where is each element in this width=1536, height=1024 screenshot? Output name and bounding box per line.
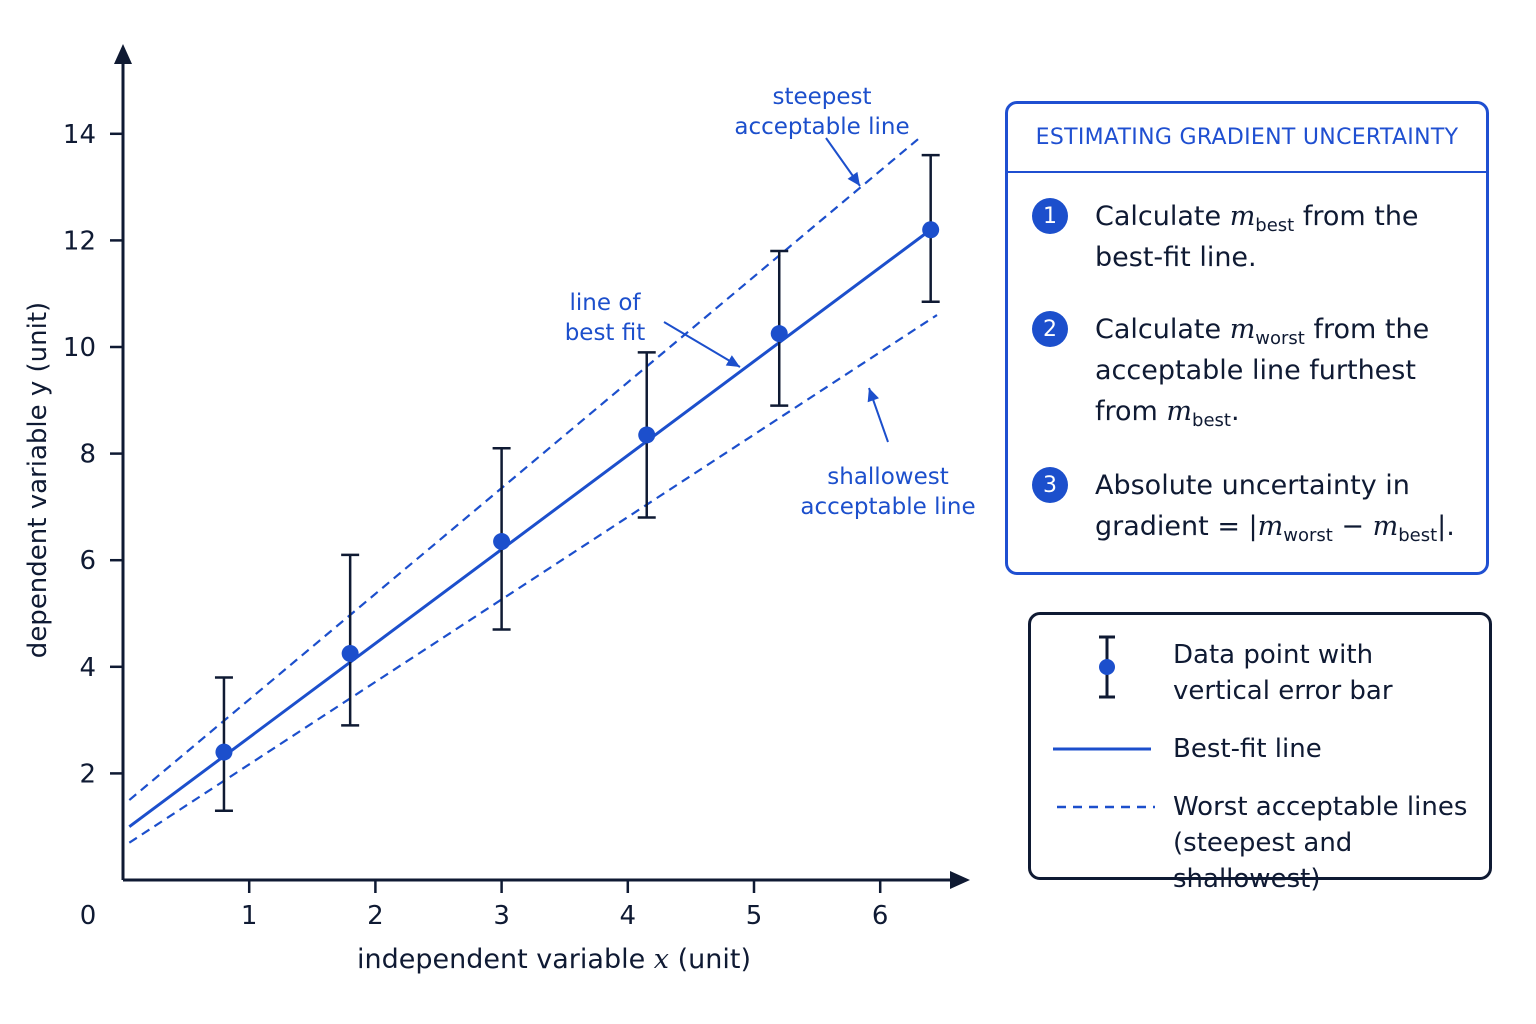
y-tick-label: 6 — [79, 546, 96, 576]
best-fit-line — [128, 228, 932, 828]
x-axis-title: independent variable x (unit) — [357, 944, 751, 975]
y-tick-label: 14 — [63, 120, 96, 150]
y-tick-label: 8 — [79, 440, 96, 470]
legend-item-datapoint: Data point with vertical error bar — [1173, 640, 1393, 706]
y-tick-label: 10 — [63, 333, 96, 363]
arrowhead-icon — [867, 388, 879, 403]
data-point — [922, 221, 940, 239]
arrowhead-icon — [725, 355, 740, 367]
step-1-text: Calculate mbest from the best-fit line. — [1095, 201, 1419, 273]
y-tick-label: 12 — [63, 226, 96, 256]
x-tick-label: 6 — [872, 901, 889, 931]
annotation-shallowest-label: shallowest — [827, 464, 948, 490]
step-2-text: Calculate mworst from the acceptable lin… — [1095, 314, 1430, 431]
x-tick-label: 2 — [367, 901, 384, 931]
x-tick-label: 1 — [241, 901, 258, 931]
annotation-best-label: line of — [570, 290, 642, 316]
data-point — [493, 533, 511, 551]
shallowest-line — [128, 314, 938, 844]
x-axis-arrow-icon — [950, 871, 970, 889]
legend: Data point with vertical error bar Best-f… — [1028, 612, 1492, 894]
annotation-best-arrow — [663, 321, 741, 368]
y-axis-title: dependent variable y (unit) — [23, 302, 53, 658]
y-tick-label: 2 — [79, 759, 96, 789]
step-2: 2 Calculate mworst from the acceptable l… — [1032, 309, 1466, 432]
annotation-steepest-label: acceptable line — [734, 114, 909, 140]
data-point — [770, 325, 788, 343]
x-tick-label: 5 — [746, 901, 763, 931]
annotation-steepest-label: steepest — [772, 84, 871, 110]
info-panel: ESTIMATING GRADIENT UNCERTAINTY 1 Calcul… — [1005, 101, 1489, 575]
origin-label: 0 — [80, 901, 97, 931]
step-3-number: 3 — [1032, 467, 1068, 503]
data-point — [215, 743, 233, 761]
step-3-text: Absolute uncertainty in gradient = |mwor… — [1095, 470, 1455, 546]
step-3: 3 Absolute uncertainty in gradient = |mw… — [1032, 465, 1466, 547]
legend-item-bestfit: Best-fit line — [1173, 734, 1322, 764]
legend-errorbar-icon — [1099, 635, 1115, 699]
y-tick-label: 4 — [79, 653, 96, 683]
step-2-number: 2 — [1032, 311, 1068, 347]
step-1-number: 1 — [1032, 198, 1068, 234]
steepest-line — [128, 138, 919, 801]
info-panel-title: ESTIMATING GRADIENT UNCERTAINTY — [1008, 104, 1486, 173]
legend-item-worst: Worst acceptable lines (steepest and shal… — [1173, 792, 1468, 894]
annotation-best-label: best fit — [565, 320, 646, 346]
legend-symbols — [1053, 635, 1155, 809]
arrowhead-icon — [847, 171, 860, 186]
y-axis-arrow-icon — [114, 44, 132, 64]
annotation-shallowest-label: acceptable line — [800, 494, 975, 520]
step-1: 1 Calculate mbest from the best-fit line… — [1032, 196, 1466, 278]
data-point — [638, 426, 656, 444]
data-point — [341, 644, 359, 662]
x-tick-label: 4 — [620, 901, 637, 931]
x-tick-label: 3 — [493, 901, 510, 931]
